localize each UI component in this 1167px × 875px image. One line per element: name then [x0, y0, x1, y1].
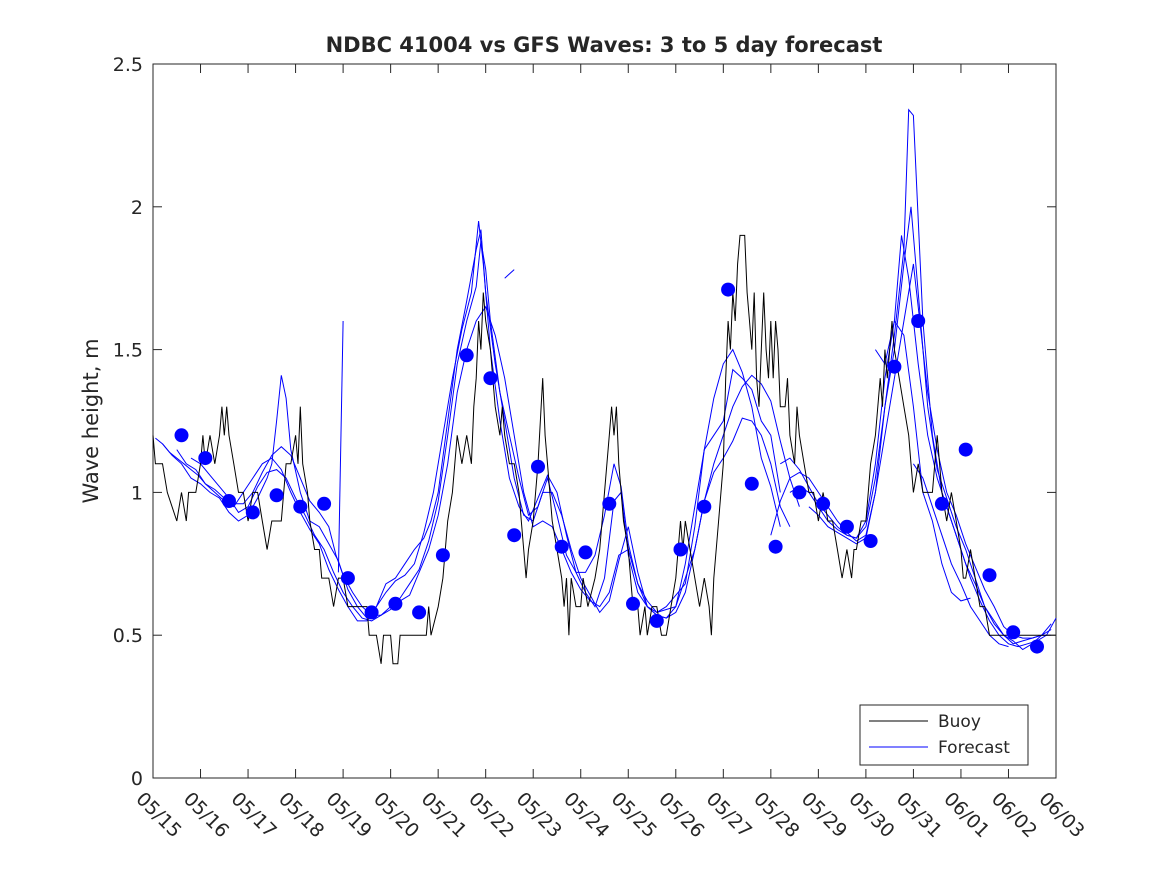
- forecast-point-1: [198, 451, 213, 466]
- forecast-point-15: [531, 459, 545, 474]
- y-tick-label-5: 2.5: [113, 54, 143, 76]
- forecast-point-16: [554, 539, 569, 554]
- forecast-line-5: [504, 269, 515, 279]
- forecast-line-11: [912, 463, 1009, 648]
- forecast-point-13: [483, 371, 498, 386]
- markers-layer: [174, 282, 1044, 654]
- y-tick-label-1: 0.5: [113, 625, 143, 647]
- forecast-point-26: [792, 485, 807, 500]
- forecast-line-0: [155, 241, 781, 616]
- forecast-point-12: [459, 348, 474, 363]
- legend-label-forecast: Forecast: [938, 738, 1010, 758]
- forecast-point-34: [982, 568, 997, 583]
- forecast-point-2: [222, 494, 236, 508]
- y-tick-label-4: 2: [131, 197, 143, 219]
- series-layer: [152, 108, 1057, 665]
- forecast-point-10: [412, 605, 427, 620]
- buoy-line: [152, 234, 1056, 665]
- forecast-point-8: [364, 605, 379, 620]
- forecast-point-11: [435, 548, 450, 563]
- forecast-point-32: [934, 496, 949, 511]
- forecast-point-35: [1006, 625, 1021, 640]
- forecast-line-2: [176, 229, 791, 622]
- forecast-point-29: [863, 534, 878, 548]
- forecast-line-6: [770, 108, 1057, 648]
- forecast-point-25: [768, 539, 783, 554]
- y-axis: 0 0.5 1 1.5 2 2.5: [113, 54, 1056, 790]
- forecast-point-3: [245, 505, 260, 520]
- forecast-line-4: [337, 320, 344, 573]
- chart-title: NDBC 41004 vs GFS Waves: 3 to 5 day fore…: [326, 33, 883, 57]
- forecast-point-33: [958, 442, 973, 457]
- forecast-point-5: [293, 499, 308, 514]
- forecast-point-4: [269, 488, 284, 503]
- forecast-line-1: [162, 221, 781, 619]
- forecast-point-14: [507, 528, 522, 543]
- legend-label-buoy: Buoy: [938, 712, 981, 732]
- forecast-point-0: [174, 428, 189, 443]
- forecast-point-17: [578, 545, 593, 560]
- legend: Buoy Forecast: [859, 704, 1029, 766]
- y-tick-label-0: 0: [131, 768, 143, 790]
- plot-area: [152, 63, 1057, 779]
- legend-box: [859, 704, 1029, 766]
- forecast-point-30: [887, 359, 902, 374]
- forecast-point-20: [649, 613, 664, 628]
- forecast-line-3: [190, 305, 800, 622]
- y-tick-label-3: 1.5: [113, 340, 143, 362]
- forecast-line-8: [789, 235, 1052, 651]
- forecast-point-9: [388, 596, 403, 611]
- forecast-point-27: [816, 496, 831, 511]
- forecast-point-7: [340, 571, 355, 586]
- forecast-point-24: [744, 476, 759, 491]
- y-axis-label: Wave height, m: [79, 338, 103, 503]
- forecast-point-22: [697, 499, 712, 514]
- forecast-point-21: [673, 542, 688, 557]
- forecast-point-19: [626, 596, 640, 611]
- forecast-point-23: [721, 282, 736, 297]
- forecast-point-28: [839, 519, 854, 534]
- forecast-point-18: [602, 496, 617, 511]
- y-tick-label-2: 1: [131, 482, 143, 504]
- forecast-point-31: [911, 314, 926, 328]
- forecast-point-6: [317, 496, 332, 511]
- forecast-point-36: [1030, 639, 1044, 654]
